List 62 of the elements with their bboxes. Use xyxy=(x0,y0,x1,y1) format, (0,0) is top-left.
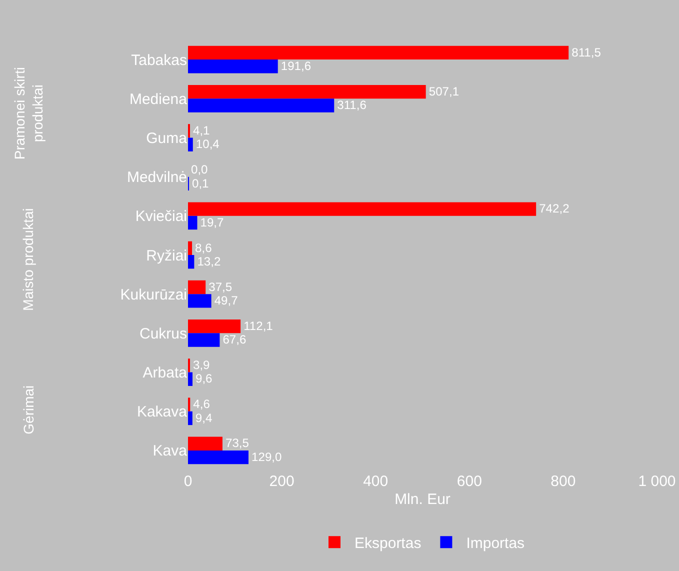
y-tick-label: Ryžiai xyxy=(146,247,187,264)
data-label: 129,0 xyxy=(252,450,282,464)
data-label: 742,2 xyxy=(539,202,570,216)
bar xyxy=(188,294,212,308)
data-label: 191,6 xyxy=(280,59,312,74)
bar xyxy=(188,138,193,152)
bar xyxy=(188,216,198,230)
data-label: 9,6 xyxy=(196,372,213,386)
bar xyxy=(188,98,334,112)
data-label: 4,1 xyxy=(193,124,210,138)
x-tick-label: 200 xyxy=(269,473,294,490)
y-tick-label: Mediena xyxy=(129,90,188,108)
y-tick-label: Kava xyxy=(152,442,188,460)
data-label: 0,1 xyxy=(192,176,210,190)
data-label: 10,4 xyxy=(196,137,220,152)
bar xyxy=(188,436,222,450)
data-label: 811,5 xyxy=(572,45,602,60)
y-tick-label: Cukrus xyxy=(139,325,187,342)
data-label: 0,0 xyxy=(191,162,208,177)
data-label: 311,6 xyxy=(337,98,367,112)
data-label: 3,9 xyxy=(193,358,210,372)
data-label: 49,7 xyxy=(214,294,238,308)
bar xyxy=(188,241,192,255)
bar xyxy=(188,411,192,426)
text: Gėrimai xyxy=(20,385,37,434)
y-tick-label: Tabakas xyxy=(131,52,187,69)
bar xyxy=(188,333,220,347)
x-tick-label: 600 xyxy=(456,473,482,490)
x-tick-label: 800 xyxy=(550,473,576,490)
y-tick-label: Arbata xyxy=(142,364,188,382)
bar xyxy=(188,84,426,99)
text: Maisto produktai xyxy=(20,208,36,311)
x-tick-label: 1 000 xyxy=(638,473,676,490)
bar xyxy=(188,60,278,74)
bar xyxy=(188,320,241,334)
legend-label: Eksportas xyxy=(354,535,422,552)
data-label: 9,4 xyxy=(195,410,212,425)
text: Pramonei skirti produktai xyxy=(11,67,46,160)
bar xyxy=(188,372,192,386)
y-tick-label: Kakava xyxy=(136,404,188,421)
data-label: 4,6 xyxy=(193,397,210,412)
bar xyxy=(188,202,536,216)
x-tick-label: 400 xyxy=(363,473,388,490)
data-label: 37,5 xyxy=(208,280,232,294)
y-tick-label: Guma xyxy=(146,130,188,147)
bar xyxy=(188,450,248,464)
bar xyxy=(188,280,206,294)
data-label: 507,1 xyxy=(428,84,460,98)
legend-label: Importas xyxy=(466,535,525,552)
bar xyxy=(188,46,569,60)
data-label: 13,2 xyxy=(197,254,221,268)
data-label: 67,6 xyxy=(222,332,246,347)
data-label: 8,6 xyxy=(195,240,212,255)
data-label: 19,7 xyxy=(200,215,224,230)
y-tick-label: Kviečiai xyxy=(135,208,187,226)
x-axis-title: Mln. Eur xyxy=(394,491,450,508)
y-tick-label: Kukurūzai xyxy=(120,286,187,304)
bar xyxy=(188,255,194,269)
y-tick-label: Medvilnė xyxy=(126,169,187,186)
data-label: 73,5 xyxy=(225,436,250,450)
x-tick-label: 0 xyxy=(184,473,192,490)
data-label: 112,1 xyxy=(244,318,274,333)
